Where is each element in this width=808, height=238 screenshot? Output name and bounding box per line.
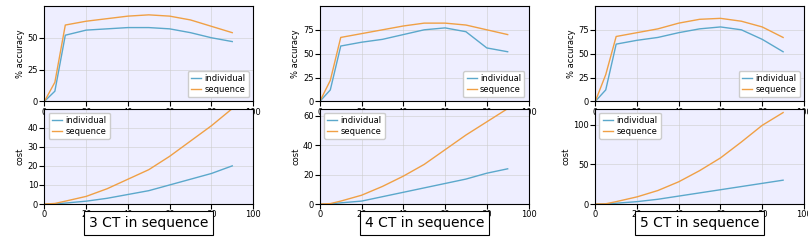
X-axis label: network size: network size [673, 118, 726, 127]
Y-axis label: % accuracy: % accuracy [16, 29, 25, 78]
Legend: individual, sequence: individual, sequence [463, 71, 524, 97]
Legend: individual, sequence: individual, sequence [48, 113, 110, 139]
Y-axis label: % accuracy: % accuracy [566, 29, 575, 78]
X-axis label: network size: network size [398, 221, 451, 230]
Y-axis label: cost: cost [562, 148, 570, 165]
Legend: individual, sequence: individual, sequence [739, 71, 800, 97]
Legend: individual, sequence: individual, sequence [600, 113, 661, 139]
Text: 3 CT in sequence: 3 CT in sequence [89, 216, 208, 230]
Y-axis label: % accuracy: % accuracy [291, 29, 301, 78]
X-axis label: network size: network size [122, 221, 175, 230]
X-axis label: network size: network size [122, 118, 175, 127]
Text: 5 CT in sequence: 5 CT in sequence [640, 216, 760, 230]
X-axis label: network size: network size [398, 118, 451, 127]
Text: 4 CT in sequence: 4 CT in sequence [364, 216, 484, 230]
Y-axis label: cost: cost [16, 148, 25, 165]
Legend: individual, sequence: individual, sequence [324, 113, 385, 139]
X-axis label: network size: network size [673, 221, 726, 230]
Y-axis label: cost: cost [291, 148, 301, 165]
Legend: individual, sequence: individual, sequence [187, 71, 249, 97]
